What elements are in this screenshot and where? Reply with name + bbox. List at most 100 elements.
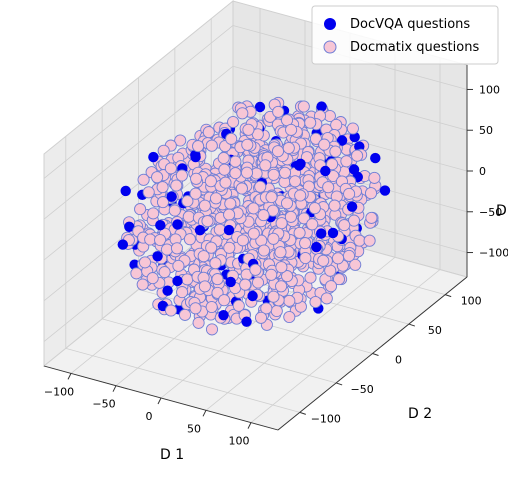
point-docmatix	[275, 280, 288, 293]
grid-y-floor	[102, 318, 337, 384]
point-docvqa	[327, 227, 339, 239]
point-docmatix	[154, 233, 167, 247]
point-docmatix	[247, 202, 260, 215]
point-docmatix	[198, 199, 211, 212]
point-docmatix	[236, 107, 249, 120]
x-tick-mark	[202, 410, 207, 417]
point-docmatix	[192, 316, 205, 329]
point-docvqa	[190, 151, 201, 163]
point-docmatix	[299, 237, 312, 250]
point-docvqa	[349, 131, 360, 143]
point-docmatix	[175, 169, 188, 182]
grid-z-right	[232, 65, 468, 131]
point-docmatix	[293, 226, 306, 239]
point-docmatix	[254, 311, 268, 324]
point-docmatix	[211, 273, 224, 286]
point-docmatix	[284, 210, 297, 223]
legend: DocVQA questions Docmatix questions	[311, 5, 499, 65]
x-tick-mark	[112, 385, 117, 392]
point-docmatix	[225, 132, 238, 145]
point-docmatix	[205, 139, 218, 152]
x-tick-mark	[67, 373, 72, 380]
point-docmatix	[229, 167, 242, 180]
point-docmatix	[209, 257, 222, 270]
z-tick-label: 50	[479, 124, 493, 137]
point-docmatix	[229, 155, 242, 168]
point-docvqa	[166, 191, 177, 202]
point-docmatix	[267, 232, 280, 245]
point-docvqa	[247, 290, 258, 302]
point-docmatix	[218, 163, 231, 176]
point-docmatix	[174, 134, 187, 147]
point-docmatix	[332, 273, 346, 286]
point-docmatix	[283, 294, 296, 307]
point-docmatix	[326, 158, 339, 171]
point-docmatix	[242, 123, 255, 136]
point-docmatix	[239, 278, 252, 291]
point-docmatix	[134, 203, 147, 216]
point-docmatix	[338, 219, 351, 232]
point-docmatix	[289, 175, 302, 188]
point-docmatix	[254, 180, 267, 193]
z-tick-label: −100	[479, 247, 508, 260]
legend-label-docvqa: DocVQA questions	[350, 17, 470, 32]
point-docmatix	[205, 300, 218, 314]
point-docvqa	[320, 165, 331, 177]
point-docvqa	[117, 239, 128, 250]
point-docmatix	[257, 244, 271, 257]
point-docmatix	[324, 280, 338, 293]
y-tick-label: −100	[311, 412, 341, 425]
point-docmatix	[330, 118, 343, 131]
point-docmatix	[249, 263, 262, 276]
point-docvqa	[241, 316, 252, 327]
point-docmatix	[213, 223, 226, 236]
point-docmatix	[137, 173, 150, 186]
point-docmatix	[156, 196, 170, 209]
point-docvqa	[124, 221, 135, 232]
point-docmatix	[202, 126, 215, 139]
point-docmatix	[283, 310, 296, 324]
point-docmatix	[320, 292, 333, 305]
point-docmatix	[267, 168, 280, 181]
point-docmatix	[282, 141, 295, 155]
point-docmatix	[209, 192, 223, 205]
point-docmatix	[274, 246, 287, 259]
point-docvqa	[379, 185, 391, 196]
y-tick-label: 50	[428, 324, 442, 337]
point-docmatix	[278, 166, 292, 179]
x-tick-label: −100	[44, 385, 74, 398]
point-docmatix	[224, 197, 237, 210]
legend-marker-docmatix	[323, 40, 337, 54]
point-docmatix	[309, 295, 322, 309]
point-docmatix	[172, 259, 185, 272]
point-docmatix	[205, 323, 219, 336]
point-docmatix	[368, 171, 381, 184]
point-docmatix	[151, 171, 164, 184]
point-docmatix	[183, 233, 196, 246]
point-docmatix	[259, 159, 272, 172]
point-docmatix	[267, 290, 280, 303]
x-tick-label: −50	[92, 398, 115, 411]
point-docvqa	[194, 225, 206, 236]
point-docmatix	[317, 254, 330, 267]
point-docmatix	[306, 218, 319, 231]
x-tick-mark	[247, 422, 252, 429]
point-docmatix	[204, 175, 217, 188]
point-docmatix	[353, 234, 366, 247]
point-docmatix	[218, 294, 231, 307]
point-docmatix	[164, 162, 177, 175]
y-tick-mark	[408, 323, 416, 327]
grid-z-left	[43, 25, 234, 179]
point-docvqa	[155, 220, 166, 231]
point-docvqa	[316, 228, 327, 239]
point-docmatix	[223, 241, 236, 254]
point-docvqa	[223, 224, 235, 236]
point-docmatix	[240, 166, 254, 179]
point-docvqa	[346, 201, 358, 212]
point-docmatix	[232, 299, 245, 312]
point-docmatix	[251, 276, 265, 289]
point-docvqa	[162, 285, 173, 296]
point-docmatix	[275, 261, 288, 274]
point-docmatix	[331, 252, 345, 265]
